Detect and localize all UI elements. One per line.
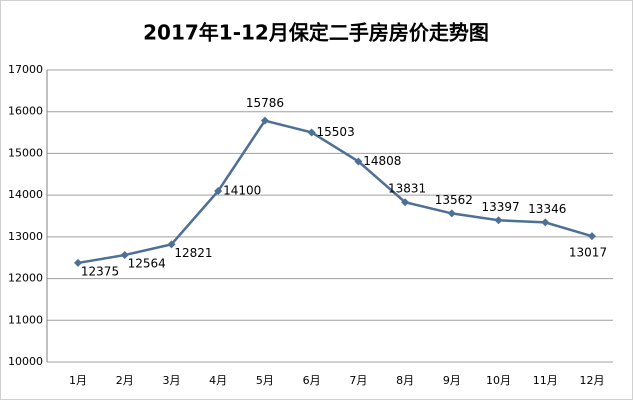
point (120, 251, 129, 260)
value-label: 13562 (435, 193, 473, 207)
point (494, 216, 503, 225)
point (167, 240, 176, 249)
y-tick-label: 16000 (8, 105, 43, 118)
y-tick-label: 11000 (8, 313, 43, 326)
point (447, 209, 456, 218)
x-tick-label: 5月 (256, 374, 274, 387)
line (77, 119, 593, 265)
point (588, 232, 596, 241)
value-label: 13346 (528, 202, 566, 216)
x-tick-label: 3月 (162, 374, 180, 387)
y-tick-label: 10000 (8, 355, 43, 368)
chart-title: 2017年1-12月保定二手房房价走势图 (143, 21, 489, 45)
x-tick-label: 11月 (533, 374, 558, 387)
x-tick-label: 2月 (116, 374, 134, 387)
point (74, 258, 82, 267)
value-label: 12564 (128, 257, 166, 271)
x-tick-label: 6月 (303, 374, 321, 387)
value-label: 15786 (246, 96, 284, 110)
point (541, 218, 550, 227)
value-label: 13017 (569, 246, 607, 260)
point (260, 116, 269, 125)
x-tick-label: 7月 (349, 374, 367, 387)
x-tick-label: 8月 (396, 374, 414, 387)
y-tick-label: 12000 (8, 272, 43, 285)
value-label: 14808 (363, 154, 401, 168)
x-tick-label: 9月 (443, 374, 461, 387)
value-label: 12821 (174, 246, 212, 260)
value-label: 15503 (317, 125, 355, 139)
value-label: 13831 (388, 182, 426, 196)
y-tick-label: 17000 (8, 63, 43, 76)
value-label: 13397 (481, 200, 519, 214)
x-tick-label: 1月 (69, 374, 87, 387)
point (307, 128, 316, 137)
y-tick-label: 15000 (8, 146, 43, 159)
value-label: 14100 (223, 183, 261, 197)
x-tick-label: 12月 (580, 374, 605, 387)
point (401, 198, 410, 207)
y-tick-label: 14000 (8, 188, 43, 201)
point (214, 186, 223, 195)
x-tick-label: 4月 (209, 374, 227, 387)
value-label: 12375 (81, 264, 119, 278)
point (354, 157, 363, 166)
y-tick-label: 13000 (8, 230, 43, 243)
x-tick-label: 10月 (486, 374, 511, 387)
